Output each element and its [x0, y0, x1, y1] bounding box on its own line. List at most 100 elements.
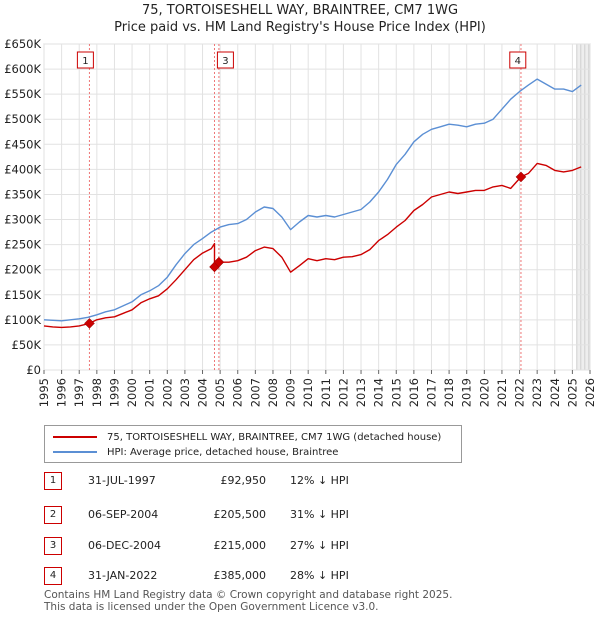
x-tick-label: 2005: [213, 378, 227, 407]
sale-marker-box: [509, 51, 527, 69]
sale-price: £215,000: [213, 539, 267, 552]
legend-label-hpi: HPI: Average price, detached house, Brai…: [107, 446, 339, 458]
sale-date: 31-JAN-2022: [88, 569, 158, 582]
y-tick-label: £150K: [4, 288, 41, 302]
y-tick-label: £400K: [4, 162, 41, 176]
sale-points: [84, 171, 527, 329]
x-tick-label: 2011: [319, 378, 333, 407]
x-tick-label: 2020: [477, 378, 491, 407]
x-tick-label: 2002: [160, 378, 174, 407]
sale-marker-box: [76, 51, 94, 69]
x-tick-label: 2009: [284, 378, 298, 407]
sale-date: 06-SEP-2004: [88, 508, 159, 521]
y-tick-label: £100K: [4, 313, 41, 327]
sale-number: 3: [44, 537, 62, 555]
y-tick-label: £200K: [4, 263, 41, 277]
y-tick-label: £50K: [12, 338, 42, 352]
table-row: 3 06-DEC-2004 £215,000 27% ↓ HPI: [44, 537, 404, 557]
sale-price: £92,950: [220, 474, 267, 487]
x-tick-label: 2014: [372, 378, 386, 407]
sale-point: [213, 256, 225, 268]
x-tick-label: 1997: [72, 378, 86, 407]
sale-point: [515, 171, 527, 183]
x-tick-label: 2012: [336, 378, 350, 407]
sale-hpi-diff: 28% ↓ HPI: [290, 569, 349, 582]
x-tick-label: 2003: [178, 378, 192, 407]
y-tick-label: £450K: [4, 137, 41, 151]
footer-copyright: Contains HM Land Registry data © Crown c…: [44, 589, 453, 601]
grid: [43, 43, 591, 371]
x-tick-label: 2024: [548, 378, 562, 407]
y-axis: £0 £50K £100K £150K £200K £250K £300K £350K £400…: [4, 37, 41, 377]
x-tick-label: 2013: [354, 378, 368, 407]
x-tick-label: 2010: [301, 378, 315, 407]
x-tick-label: 2018: [442, 378, 456, 407]
sale-marker-label: 4: [515, 56, 521, 67]
series-lines: [43, 78, 582, 329]
x-tick-label: 1998: [90, 378, 104, 407]
sale-hpi-diff: 27% ↓ HPI: [290, 539, 349, 552]
sale-marker-box: [216, 51, 234, 69]
sale-date: 06-DEC-2004: [88, 539, 162, 552]
legend-item-property: 75, TORTOISESHELL WAY, BRAINTREE, CM7 1W…: [45, 430, 441, 444]
legend-line-blue: [53, 451, 97, 453]
x-tick-label: 1995: [37, 378, 51, 407]
chart-title-block: 75, TORTOISESHELL WAY, BRAINTREE, CM7 1W…: [0, 2, 600, 36]
plot-area: [43, 43, 591, 371]
chart-subtitle: Price paid vs. HM Land Registry's House …: [114, 20, 486, 35]
y-tick-label: £500K: [4, 112, 41, 126]
x-tick-label: 2025: [565, 378, 579, 407]
x-tick-label: 2001: [143, 378, 157, 407]
y-tick-label: £250K: [4, 238, 41, 252]
x-tick-label: 2016: [407, 378, 421, 407]
legend-label-property: 75, TORTOISESHELL WAY, BRAINTREE, CM7 1W…: [107, 431, 442, 443]
table-row: 4 31-JAN-2022 £385,000 28% ↓ HPI: [44, 567, 404, 587]
sale-marker-label: 1: [82, 56, 88, 67]
sale-marker-label: 3: [222, 56, 228, 67]
table-row: 2 06-SEP-2004 £205,500 31% ↓ HPI: [44, 506, 404, 526]
x-tick-label: 1999: [107, 378, 121, 407]
y-tick-label: £300K: [4, 213, 41, 227]
sale-point: [84, 318, 95, 329]
footer-licence: This data is licensed under the Open Gov…: [44, 601, 379, 613]
x-tick-label: 2017: [424, 378, 438, 407]
x-tick-label: 2023: [530, 378, 544, 407]
sale-hpi-diff: 12% ↓ HPI: [290, 474, 349, 487]
sale-number: 2: [44, 506, 62, 524]
y-tick-label: £650K: [4, 37, 41, 51]
x-tick-label: 2026: [583, 378, 597, 407]
x-tick-label: 2019: [460, 378, 474, 407]
sale-number: 1: [44, 472, 62, 490]
y-tick-label: £0: [26, 363, 41, 377]
legend-line-red: [53, 436, 97, 438]
plot-background: [43, 43, 591, 371]
sale-hpi-diff: 31% ↓ HPI: [290, 508, 349, 521]
y-tick-label: £550K: [4, 87, 41, 101]
x-axis: 1995 1996 1997 1998 1999 2000 2001 2002 2003 2004…: [37, 370, 597, 407]
sale-price: £205,500: [213, 508, 267, 521]
projection-area: [576, 44, 590, 370]
x-tick-label: 2021: [495, 378, 509, 407]
x-tick-label: 2022: [513, 378, 527, 407]
x-tick-label: 2006: [231, 378, 245, 407]
legend-item-hpi: HPI: Average price, detached house, Brai…: [45, 445, 338, 459]
y-tick-label: £350K: [4, 187, 41, 201]
x-tick-label: 2000: [125, 378, 139, 407]
chart-title: 75, TORTOISESHELL WAY, BRAINTREE, CM7 1W…: [141, 3, 459, 18]
legend: 75, TORTOISESHELL WAY, BRAINTREE, CM7 1W…: [44, 425, 462, 463]
x-tick-label: 2004: [196, 378, 210, 407]
table-row: 1 31-JUL-1997 £92,950 12% ↓ HPI: [44, 472, 404, 492]
series-line-property: [43, 162, 582, 329]
sale-marker-boxes: 1 3 4: [76, 51, 527, 69]
x-tick-label: 1996: [55, 378, 69, 407]
x-tick-label: 2007: [248, 378, 262, 407]
footer: Contains HM Land Registry data © Crown c…: [44, 589, 452, 613]
x-tick-label: 2008: [266, 378, 280, 407]
price-chart: 1 3 4 £0 £50K £100K £150K £200K £250K £300K £350K…: [4, 37, 597, 407]
sale-number: 4: [44, 567, 62, 585]
x-tick-label: 2015: [389, 378, 403, 407]
sale-date: 31-JUL-1997: [88, 474, 156, 487]
sale-price: £385,000: [213, 569, 267, 582]
series-line-hpi: [43, 78, 582, 322]
y-tick-label: £600K: [4, 62, 41, 76]
